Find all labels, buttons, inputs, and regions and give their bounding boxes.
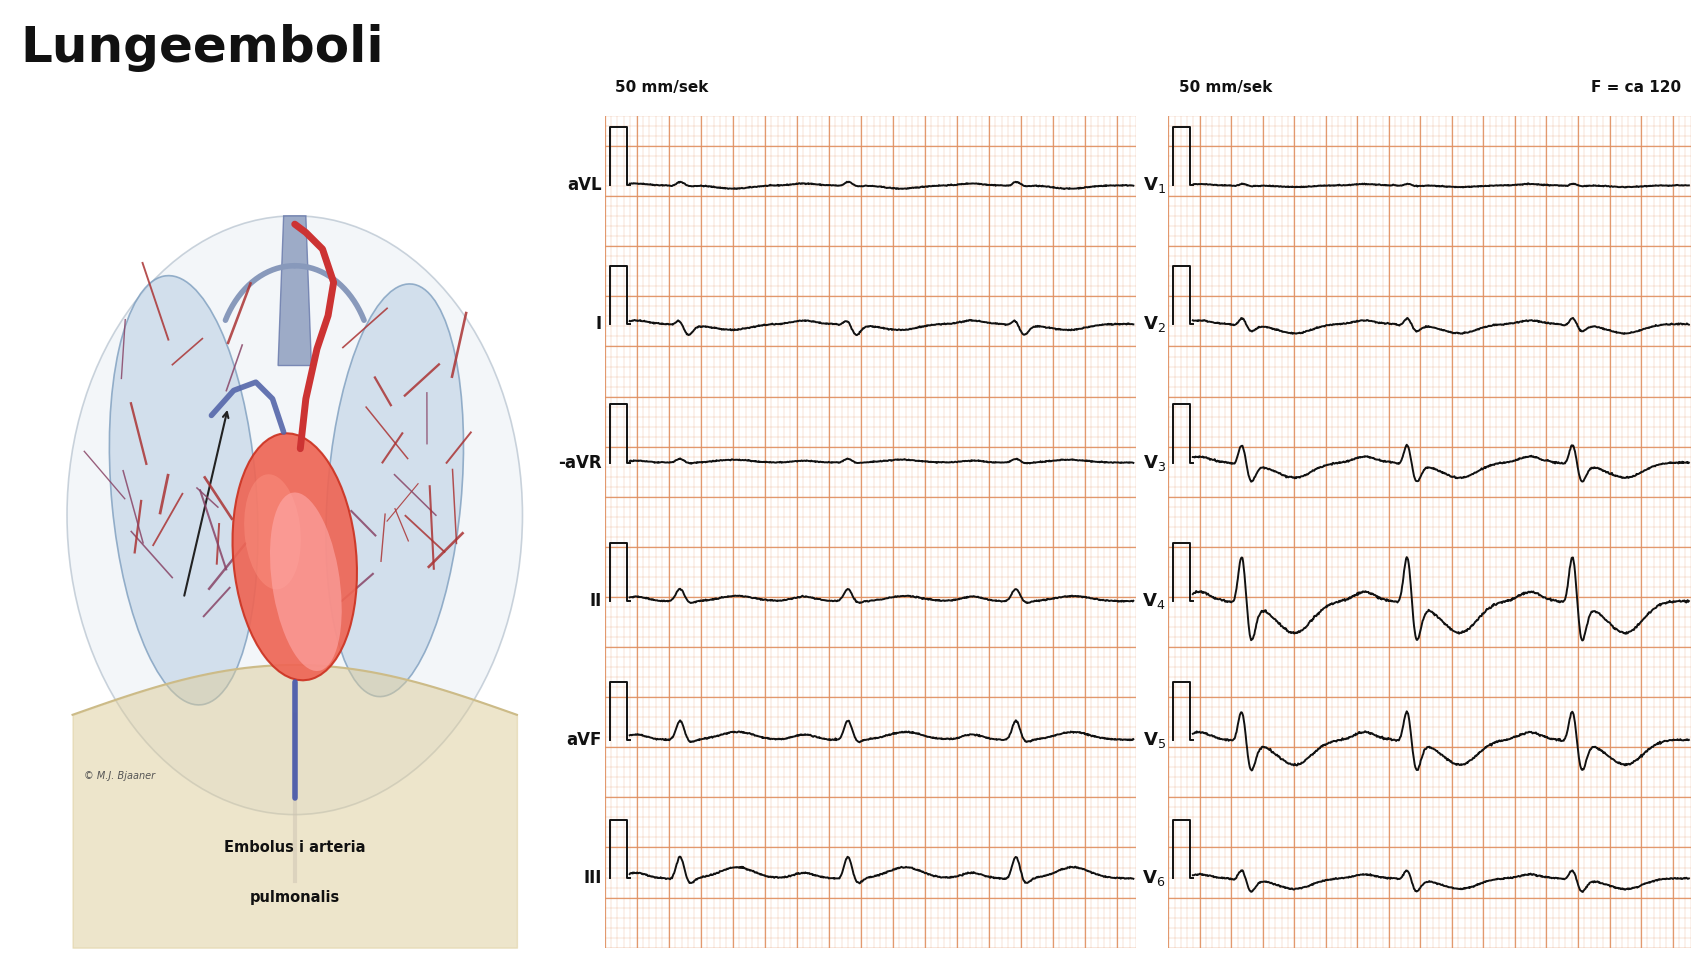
Text: pulmonalis: pulmonalis: [250, 890, 340, 905]
Text: 50 mm/sek: 50 mm/sek: [615, 80, 709, 95]
Text: III: III: [583, 869, 602, 888]
Text: aVF: aVF: [566, 731, 602, 748]
Text: $\mathbf{V}_{6}$: $\mathbf{V}_{6}$: [1142, 868, 1166, 889]
Ellipse shape: [66, 216, 522, 814]
Text: $\mathbf{V}_{5}$: $\mathbf{V}_{5}$: [1142, 730, 1166, 749]
Text: 50 mm/sek: 50 mm/sek: [1178, 80, 1272, 95]
Text: $\mathbf{V}_{1}$: $\mathbf{V}_{1}$: [1142, 175, 1166, 195]
Text: F = ca 120: F = ca 120: [1591, 80, 1681, 95]
Text: II: II: [590, 592, 602, 610]
Ellipse shape: [245, 474, 301, 590]
Text: aVL: aVL: [568, 176, 602, 194]
Text: $\mathbf{V}_{4}$: $\mathbf{V}_{4}$: [1142, 591, 1166, 611]
Text: Lungeemboli: Lungeemboli: [20, 24, 384, 73]
Text: -aVR: -aVR: [558, 454, 602, 472]
Ellipse shape: [270, 492, 342, 671]
Ellipse shape: [326, 284, 464, 696]
Text: Embolus i arteria: Embolus i arteria: [224, 840, 366, 855]
Ellipse shape: [233, 433, 357, 681]
Text: © M.J. Bjaaner: © M.J. Bjaaner: [83, 772, 155, 781]
Text: I: I: [597, 315, 602, 333]
Text: $\mathbf{V}_{3}$: $\mathbf{V}_{3}$: [1142, 453, 1166, 473]
Ellipse shape: [109, 276, 258, 705]
Polygon shape: [279, 216, 311, 366]
Text: $\mathbf{V}_{2}$: $\mathbf{V}_{2}$: [1142, 314, 1166, 334]
